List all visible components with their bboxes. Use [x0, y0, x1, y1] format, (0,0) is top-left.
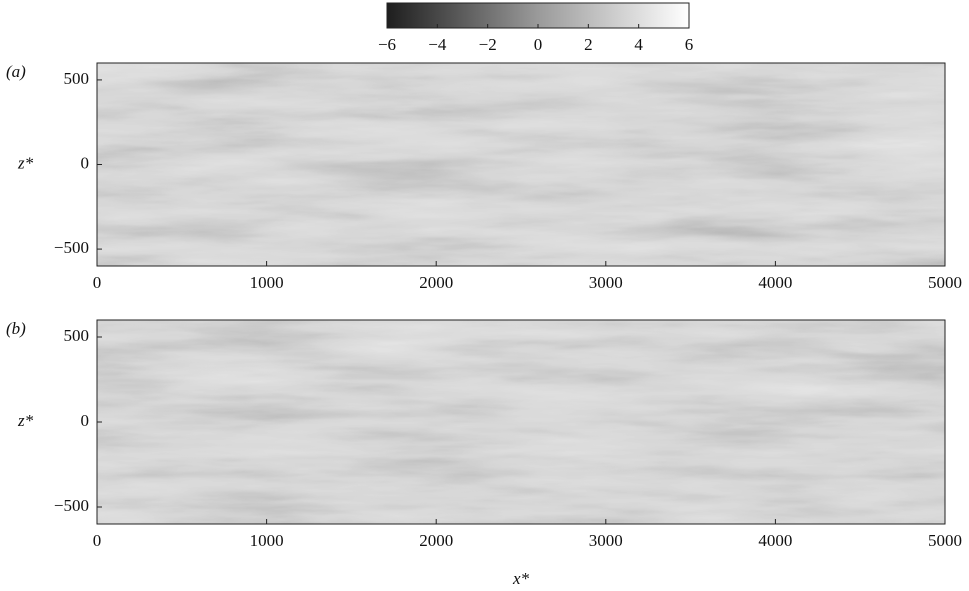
colorbar — [386, 2, 690, 29]
panel-label: (a) — [6, 62, 26, 81]
x-tick-label: 0 — [93, 531, 102, 550]
x-tick-label: 0 — [93, 273, 102, 292]
x-axis-label: x* — [512, 569, 530, 588]
x-tick-label: 4000 — [758, 531, 792, 550]
y-tick-label: −500 — [54, 238, 89, 257]
y-tick-label: 0 — [81, 411, 90, 430]
colorbar-tick-label: −2 — [479, 35, 497, 54]
y-axis-label: z* — [17, 153, 34, 172]
colorbar-tick-label: 6 — [685, 35, 694, 54]
x-tick-label: 5000 — [928, 531, 962, 550]
colorbar-tick-label: −6 — [378, 35, 396, 54]
y-tick-label: 500 — [64, 69, 90, 88]
panel-label: (b) — [6, 319, 26, 338]
y-tick-label: −500 — [54, 496, 89, 515]
colorbar-tick-label: 0 — [534, 35, 543, 54]
field — [97, 320, 945, 524]
y-tick-label: 500 — [64, 326, 90, 345]
x-tick-label: 3000 — [589, 273, 623, 292]
x-tick-label: 4000 — [758, 273, 792, 292]
y-axis-label: z* — [17, 411, 34, 430]
field — [97, 63, 945, 266]
colorbar-tick-label: −4 — [428, 35, 447, 54]
x-tick-label: 1000 — [250, 531, 284, 550]
y-tick-label: 0 — [81, 153, 90, 172]
x-tick-label: 2000 — [419, 531, 453, 550]
x-tick-label: 1000 — [250, 273, 284, 292]
colorbar-tick-label: 4 — [634, 35, 643, 54]
x-tick-label: 2000 — [419, 273, 453, 292]
x-tick-label: 5000 — [928, 273, 962, 292]
colorbar-tick-label: 2 — [584, 35, 593, 54]
x-tick-label: 3000 — [589, 531, 623, 550]
